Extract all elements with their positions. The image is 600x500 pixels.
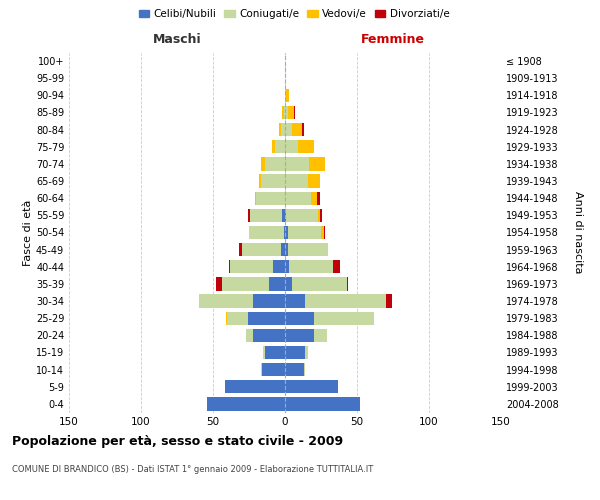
Bar — [221, 277, 269, 290]
Bar — [305, 294, 386, 308]
Bar — [317, 192, 320, 205]
Bar — [289, 260, 332, 274]
Bar — [282, 208, 285, 222]
Bar — [285, 88, 286, 102]
Bar — [260, 157, 265, 170]
Bar — [260, 174, 285, 188]
Bar — [242, 243, 281, 256]
Bar — [285, 123, 292, 136]
Bar — [239, 243, 242, 256]
Bar — [288, 106, 293, 119]
Bar — [314, 312, 374, 325]
Bar — [216, 277, 221, 290]
Text: Femmine: Femmine — [361, 32, 425, 46]
Bar — [293, 106, 295, 119]
Y-axis label: Anni di nascita: Anni di nascita — [572, 191, 583, 274]
Bar — [288, 243, 328, 256]
Bar — [286, 208, 318, 222]
Bar — [318, 208, 320, 222]
Bar — [285, 277, 292, 290]
Bar — [285, 140, 298, 153]
Bar — [229, 260, 230, 274]
Bar — [248, 208, 250, 222]
Bar — [320, 208, 322, 222]
Bar — [265, 346, 285, 359]
Bar — [288, 226, 321, 239]
Bar — [285, 260, 289, 274]
Bar — [253, 294, 285, 308]
Bar — [285, 106, 288, 119]
Legend: Celibi/Nubili, Coniugati/e, Vedovi/e, Divorziati/e: Celibi/Nubili, Coniugati/e, Vedovi/e, Di… — [134, 5, 454, 24]
Bar — [314, 328, 327, 342]
Bar — [285, 380, 338, 394]
Bar — [262, 363, 285, 376]
Bar — [265, 157, 285, 170]
Bar — [279, 123, 281, 136]
Bar — [308, 174, 320, 188]
Bar — [285, 346, 305, 359]
Bar — [272, 140, 275, 153]
Bar — [285, 397, 360, 410]
Bar — [305, 346, 308, 359]
Bar — [250, 208, 282, 222]
Bar — [285, 243, 288, 256]
Bar — [332, 260, 340, 274]
Bar — [285, 312, 314, 325]
Bar — [285, 208, 286, 222]
Bar — [226, 312, 227, 325]
Bar — [285, 294, 305, 308]
Bar — [310, 157, 325, 170]
Bar — [255, 192, 256, 205]
Bar — [304, 363, 305, 376]
Bar — [284, 106, 285, 119]
Bar — [292, 123, 302, 136]
Bar — [281, 243, 285, 256]
Bar — [311, 192, 317, 205]
Bar — [256, 192, 285, 205]
Text: Maschi: Maschi — [152, 32, 202, 46]
Bar — [274, 260, 285, 274]
Bar — [260, 363, 262, 376]
Bar — [263, 346, 265, 359]
Bar — [285, 174, 308, 188]
Bar — [253, 328, 285, 342]
Bar — [386, 294, 392, 308]
Bar — [285, 226, 288, 239]
Text: COMUNE DI BRANDICO (BS) - Dati ISTAT 1° gennaio 2009 - Elaborazione TUTTITALIA.I: COMUNE DI BRANDICO (BS) - Dati ISTAT 1° … — [12, 465, 373, 474]
Bar — [281, 123, 285, 136]
Bar — [269, 277, 285, 290]
Bar — [207, 397, 285, 410]
Bar — [321, 226, 324, 239]
Bar — [249, 226, 284, 239]
Bar — [324, 226, 325, 239]
Bar — [285, 192, 311, 205]
Bar — [286, 88, 289, 102]
Bar — [275, 140, 285, 153]
Bar — [227, 312, 248, 325]
Bar — [292, 277, 347, 290]
Bar — [285, 363, 304, 376]
Bar — [230, 260, 274, 274]
Bar — [347, 277, 349, 290]
Bar — [285, 157, 310, 170]
Text: Popolazione per età, sesso e stato civile - 2009: Popolazione per età, sesso e stato civil… — [12, 435, 343, 448]
Bar — [302, 123, 304, 136]
Bar — [285, 328, 314, 342]
Bar — [248, 312, 285, 325]
Bar — [199, 294, 253, 308]
Bar — [246, 328, 253, 342]
Bar — [224, 380, 285, 394]
Bar — [298, 140, 314, 153]
Y-axis label: Fasce di età: Fasce di età — [23, 200, 33, 266]
Bar — [284, 226, 285, 239]
Bar — [259, 174, 260, 188]
Bar — [282, 106, 284, 119]
